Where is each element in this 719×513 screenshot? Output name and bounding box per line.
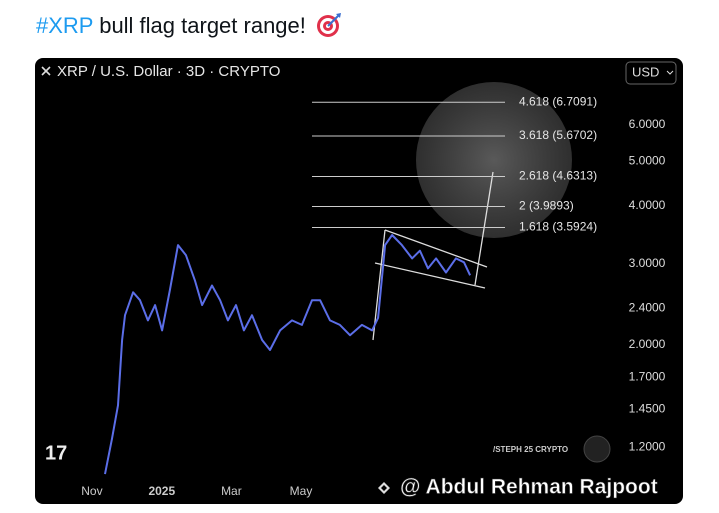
target-emoji [317, 13, 342, 37]
currency-select[interactable] [625, 61, 677, 85]
dropdown-arrow [666, 70, 674, 75]
author-watermark: @ Abdul Rehman Rajpoot [400, 476, 658, 499]
fib-label: 3.618 (5.6702) [519, 128, 597, 142]
x-tick-label: 2025 [148, 484, 175, 498]
fib-label: 2 (3.9893) [519, 199, 574, 213]
fib-label: 2.618 (4.6313) [519, 169, 597, 183]
y-tick-label: 3.0000 [629, 256, 666, 270]
fib-label: 4.618 (6.7091) [519, 94, 597, 108]
hashtag[interactable]: #XRP [36, 13, 94, 38]
y-tick-label: 1.4500 [629, 402, 666, 416]
avatar [583, 435, 611, 463]
y-tick-label: 2.0000 [629, 337, 666, 351]
post-body: bull flag target range! [99, 13, 306, 38]
y-tick-label: 2.4000 [629, 301, 666, 315]
post-text: #XRP bull flag target range! [36, 12, 342, 39]
currency-label[interactable]: USD [632, 64, 659, 79]
y-tick-label: 6.0000 [629, 117, 666, 131]
binance-icon [378, 482, 390, 494]
y-tick-label: 5.0000 [629, 153, 666, 167]
chart: XRP / U.S. Dollar · 3D · CRYPTO USD 17 /… [41, 61, 677, 499]
y-tick-label: 1.2000 [629, 440, 666, 454]
chart-title: XRP / U.S. Dollar · 3D · CRYPTO [57, 63, 280, 80]
highlight-circle [416, 82, 572, 238]
x-tick-label: May [290, 484, 313, 498]
close-icon [41, 66, 51, 76]
y-tick-label: 4.0000 [629, 198, 666, 212]
credit-watermark: /STEPH 25 CRYPTO [493, 445, 568, 454]
tv-logo: 17 [45, 442, 67, 464]
fib-label: 1.618 (3.5924) [519, 220, 597, 234]
price-line [104, 234, 472, 475]
x-tick-label: Mar [221, 484, 242, 498]
y-tick-label: 1.7000 [629, 370, 666, 384]
flag-pattern [372, 171, 494, 341]
x-tick-label: Nov [81, 484, 102, 498]
chart-card: XRP / U.S. Dollar · 3D · CRYPTO USD 17 /… [35, 58, 683, 504]
